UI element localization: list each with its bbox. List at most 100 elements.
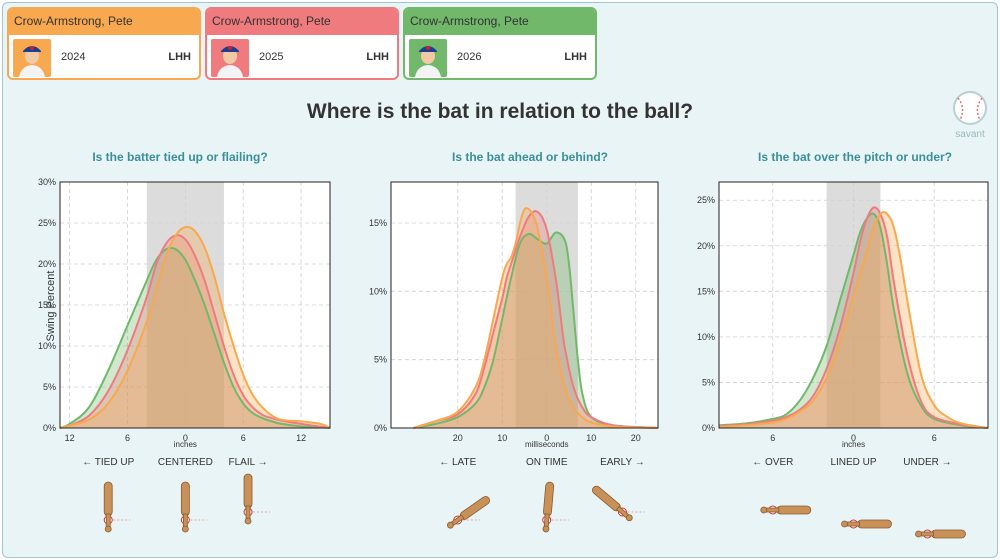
bat-icon: [243, 473, 253, 525]
plot-frame: [59, 181, 331, 429]
bat-barrel: [103, 481, 113, 517]
zone-label: UNDER →: [903, 457, 951, 468]
player-photo: [409, 39, 447, 77]
plot-frame: [390, 181, 659, 429]
savant-logo[interactable]: savant: [948, 90, 992, 140]
series-line-2024: [413, 207, 659, 429]
series-area-2024: [60, 226, 330, 428]
bat-knob: [244, 517, 252, 525]
player-photo: [211, 39, 249, 77]
series-area-2024: [413, 208, 658, 428]
player-card-2024[interactable]: Crow-Armstrong, Pete 2024 LHH: [7, 7, 201, 80]
season-label: 2026: [457, 51, 482, 63]
bat-barrel: [459, 496, 491, 520]
bat-knob: [841, 520, 848, 528]
player-card-2025[interactable]: Crow-Armstrong, Pete 2025 LHH: [205, 7, 399, 80]
bat-barrel: [857, 519, 892, 529]
x-tick-label: 20: [453, 433, 463, 443]
y-tick-label: 15%: [38, 300, 56, 310]
series-line-2024: [59, 225, 331, 429]
page-title: Where is the bat in relation to the ball…: [306, 100, 694, 123]
x-tick-label: 10: [497, 433, 507, 443]
player-name: Crow-Armstrong, Pete: [405, 9, 595, 35]
bat-knob: [760, 506, 768, 514]
zone-label: ← LATE: [439, 457, 476, 468]
x-tick-label: 0: [851, 433, 856, 443]
y-tick-label: 10%: [697, 332, 715, 342]
y-tick-label: 0%: [702, 423, 715, 433]
chart-3-title: Is the bat over the pitch or under?: [757, 150, 953, 164]
bat-knob: [915, 530, 922, 538]
zone-label: CENTERED: [158, 457, 213, 468]
series-line-2026: [718, 212, 989, 429]
bat-barrel: [180, 481, 190, 517]
series-area-2026: [413, 232, 658, 428]
y-tick-label: 5%: [374, 355, 387, 365]
x-tick-label: 6: [125, 433, 130, 443]
x-tick-label: 0: [183, 433, 188, 443]
zone-label: EARLY →: [600, 457, 645, 468]
x-axis-unit: inches: [174, 440, 197, 449]
x-axis-unit: inches: [842, 440, 865, 449]
series-line-2025: [718, 206, 989, 429]
season-label: 2024: [61, 51, 86, 63]
bat-icon: [841, 519, 892, 529]
x-tick-label: 12: [296, 433, 306, 443]
chart-1: [59, 181, 331, 533]
x-axis-unit: milliseconds: [525, 440, 569, 449]
bat-icon: [542, 481, 555, 533]
bat-illustration: [180, 481, 208, 533]
series-line-2025: [413, 210, 659, 429]
savant-logo-text: savant: [955, 129, 985, 140]
y-tick-label: 10%: [38, 341, 56, 351]
bat-icon: [103, 481, 113, 533]
y-tick-label: 15%: [697, 286, 715, 296]
y-tick-label: 10%: [369, 286, 387, 296]
x-tick-label: 6: [241, 433, 246, 443]
y-tick-label: 0%: [43, 423, 56, 433]
y-tick-label: 0%: [374, 423, 387, 433]
bat-illustration: [243, 473, 271, 525]
player-name: Crow-Armstrong, Pete: [9, 9, 199, 35]
bat-barrel: [776, 505, 812, 515]
bat-illustration: [103, 481, 131, 533]
bat-icon: [180, 481, 190, 533]
series-area-2026: [719, 213, 988, 428]
x-tick-label: 10: [586, 433, 596, 443]
bat-illustration: [760, 505, 812, 515]
y-tick-label: 25%: [38, 218, 56, 228]
series-line-2026: [59, 246, 331, 429]
chart-2-title: Is the bat ahead or behind?: [451, 150, 609, 164]
bat-barrel: [931, 529, 966, 539]
bat-icon: [446, 496, 491, 529]
bat-knob: [181, 525, 189, 533]
zone-label: ← OVER: [752, 457, 793, 468]
bat-knob: [104, 525, 112, 533]
series-area-2025: [719, 207, 988, 428]
plot-frame: [718, 181, 989, 429]
x-tick-label: 6: [770, 433, 775, 443]
y-tick-label: 20%: [697, 241, 715, 251]
series-line-2024: [718, 211, 989, 429]
series-line-2025: [59, 234, 331, 429]
player-photo: [13, 39, 51, 77]
bat-illustration: [915, 529, 966, 539]
player-card-2026[interactable]: Crow-Armstrong, Pete 2026 LHH: [403, 7, 597, 80]
zone-label: LINED UP: [830, 457, 876, 468]
bat-illustration: [591, 485, 645, 522]
y-tick-label: 5%: [43, 382, 56, 392]
series-line-2026: [413, 231, 659, 429]
handedness-label: LHH: [366, 51, 389, 63]
y-tick-label: 30%: [38, 177, 56, 187]
player-name: Crow-Armstrong, Pete: [207, 9, 397, 35]
bat-knob: [625, 514, 633, 522]
series-area-2026: [60, 247, 330, 428]
zone-label: FLAIL →: [228, 457, 267, 468]
bat-icon: [915, 529, 966, 539]
bat-barrel: [543, 481, 555, 517]
x-tick-label: 12: [65, 433, 75, 443]
chart-2: [390, 181, 659, 533]
handedness-label: LHH: [168, 51, 191, 63]
zone-label: ON TIME: [526, 457, 568, 468]
